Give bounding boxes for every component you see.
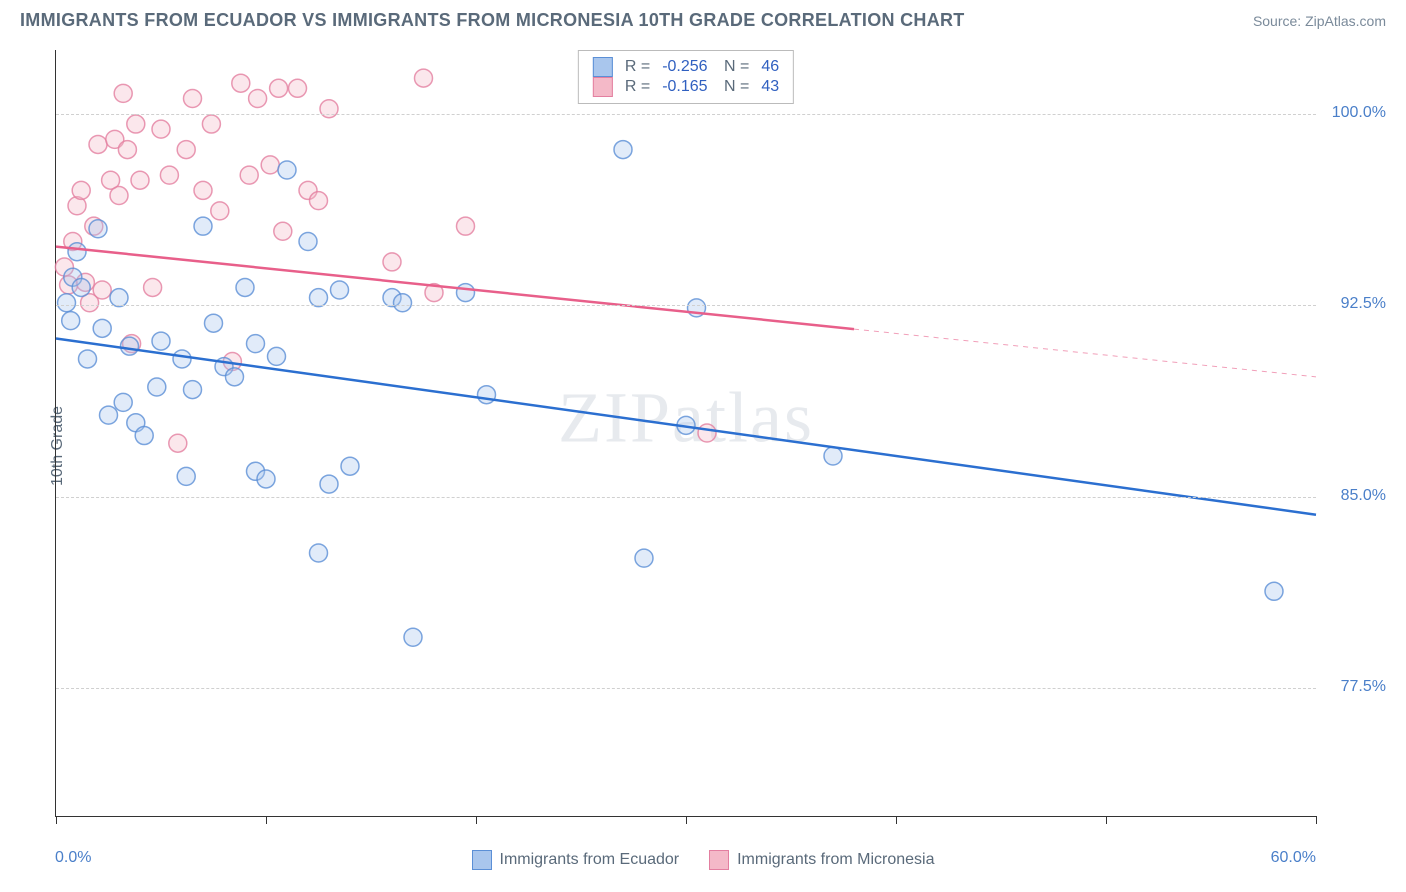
chart-header: IMMIGRANTS FROM ECUADOR VS IMMIGRANTS FR…: [0, 0, 1406, 36]
source-label: Source: ZipAtlas.com: [1253, 13, 1386, 29]
legend-item-micronesia: Immigrants from Micronesia: [709, 850, 934, 870]
swatch-ecuador: [593, 57, 613, 77]
y-tick-label: 92.5%: [1341, 295, 1386, 313]
n-value-micronesia: 43: [761, 78, 779, 96]
r-value-micronesia: -0.165: [662, 78, 707, 96]
y-tick-label: 85.0%: [1341, 487, 1386, 505]
scatter-svg: [56, 50, 1316, 816]
series-legend: Immigrants from Ecuador Immigrants from …: [0, 850, 1406, 870]
n-value-ecuador: 46: [761, 58, 779, 76]
legend-item-ecuador: Immigrants from Ecuador: [472, 850, 680, 870]
legend-row-ecuador: R = -0.256 N = 46: [593, 57, 779, 77]
swatch-micronesia-icon: [709, 850, 729, 870]
correlation-legend: R = -0.256 N = 46 R = -0.165 N = 43: [578, 50, 794, 104]
legend-label-ecuador: Immigrants from Ecuador: [500, 851, 680, 869]
swatch-ecuador-icon: [472, 850, 492, 870]
legend-label-micronesia: Immigrants from Micronesia: [737, 851, 934, 869]
legend-row-micronesia: R = -0.165 N = 43: [593, 77, 779, 97]
plot-area: ZIPatlas R = -0.256 N = 46 R = -0.165 N …: [55, 50, 1316, 817]
chart-title: IMMIGRANTS FROM ECUADOR VS IMMIGRANTS FR…: [20, 10, 965, 31]
y-tick-label: 100.0%: [1332, 104, 1386, 122]
r-value-ecuador: -0.256: [662, 58, 707, 76]
swatch-micronesia: [593, 77, 613, 97]
y-tick-label: 77.5%: [1341, 678, 1386, 696]
